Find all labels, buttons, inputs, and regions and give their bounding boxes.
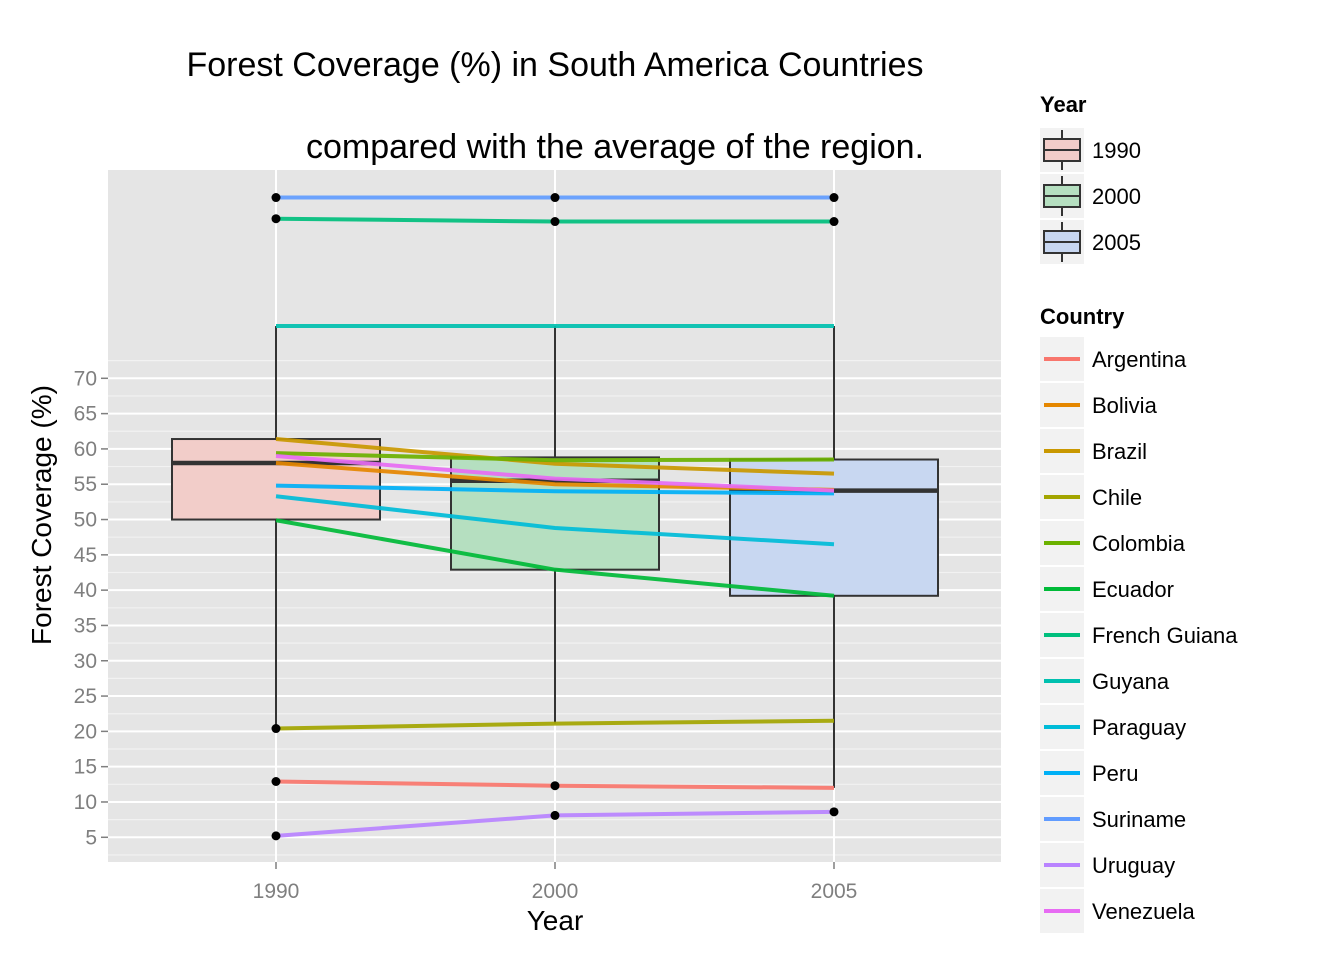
x-axis-ticks: 1990 2000 2005 [253, 862, 858, 903]
legend-country-label: Peru [1092, 761, 1138, 786]
y-tick-label: 45 [74, 544, 97, 567]
outlier-point [550, 193, 560, 203]
country-lines [275, 195, 835, 838]
legend-country: Country Argentina Bolivia Brazil Chile Colom… [1040, 304, 1238, 933]
y-tick-label: 10 [74, 791, 97, 814]
legend-country-item: Paraguay [1040, 705, 1186, 749]
line-venezuela [275, 453, 835, 493]
chart-title-line-2: compared with the average of the region. [306, 128, 924, 166]
outlier-point [550, 810, 560, 820]
boxplots [171, 326, 939, 788]
legend-country-label: Guyana [1092, 669, 1170, 694]
legend-country-label: Colombia [1092, 531, 1186, 556]
box-1990 [171, 438, 381, 521]
chart-title-line-1: Forest Coverage (%) in South America Cou… [187, 46, 924, 84]
y-tick-label: 60 [74, 438, 97, 461]
y-tick-label: 35 [74, 614, 97, 637]
legend-country-item: Bolivia [1040, 383, 1158, 427]
legend-country-item: Guyana [1040, 659, 1170, 703]
x-axis-title: Year [527, 905, 584, 936]
x-tick-label: 1990 [253, 880, 300, 903]
line-brazil [275, 437, 835, 476]
outlier-point [550, 781, 560, 791]
legend-year-item: 2000 [1040, 174, 1141, 218]
line-ecuador [275, 518, 835, 598]
legend-country-item: Suriname [1040, 797, 1186, 841]
legend-country-label: Argentina [1092, 347, 1187, 372]
y-tick-label: 40 [74, 579, 97, 602]
y-tick-label: 20 [74, 720, 97, 743]
legend-year-label: 1990 [1092, 138, 1141, 163]
y-tick-label: 15 [74, 756, 97, 779]
outlier-point [271, 214, 281, 224]
legend-country-label: French Guiana [1092, 623, 1238, 648]
outlier-point [829, 807, 839, 817]
box-2005 [729, 458, 939, 597]
outlier-point [829, 193, 839, 203]
legend-country-item: Uruguay [1040, 843, 1175, 887]
y-tick-label: 70 [74, 367, 97, 390]
y-axis-title: Forest Coverage (%) [26, 385, 57, 645]
outlier-points [271, 193, 839, 841]
x-tick-label: 2005 [811, 880, 858, 903]
legend-country-item: Colombia [1040, 521, 1186, 565]
outlier-point [829, 217, 839, 227]
legend-year-item: 1990 [1040, 128, 1141, 172]
y-tick-label: 50 [74, 509, 97, 532]
legend-country-label: Paraguay [1092, 715, 1186, 740]
x-tick-label: 2000 [532, 880, 579, 903]
y-tick-label: 5 [85, 826, 97, 849]
legend-country-title: Country [1040, 304, 1125, 329]
outlier-point [271, 831, 281, 841]
legend-country-label: Bolivia [1092, 393, 1158, 418]
legend-country-item: French Guiana [1040, 613, 1238, 657]
legend-year-title: Year [1040, 92, 1087, 117]
line-chile [275, 718, 835, 731]
legend-country-item: Argentina [1040, 337, 1187, 381]
y-tick-label: 65 [74, 403, 97, 426]
outlier-point [271, 777, 281, 787]
box-2000 [450, 456, 660, 571]
y-tick-label: 30 [74, 650, 97, 673]
line-colombia [275, 451, 835, 463]
legend-country-item: Peru [1040, 751, 1138, 795]
outlier-point [271, 193, 281, 203]
legend-country-label: Brazil [1092, 439, 1147, 464]
line-paraguay [275, 494, 835, 547]
y-tick-label: 25 [74, 685, 97, 708]
line-peru [275, 483, 835, 496]
legend-country-label: Chile [1092, 485, 1142, 510]
legend-country-label: Uruguay [1092, 853, 1175, 878]
legend-country-item: Chile [1040, 475, 1142, 519]
y-tick-label: 55 [74, 473, 97, 496]
y-axis-ticks: 5 10 15 20 25 30 35 40 45 50 55 60 65 70 [74, 367, 108, 849]
legend-year: Year 1990 2000 2005 [1040, 92, 1141, 264]
legend-country-label: Venezuela [1092, 899, 1196, 924]
legend-country-item: Venezuela [1040, 889, 1196, 933]
outlier-point [550, 217, 560, 227]
outlier-point [271, 724, 281, 734]
legend-country-item: Ecuador [1040, 567, 1174, 611]
legend-country-label: Suriname [1092, 807, 1186, 832]
legend-year-label: 2000 [1092, 184, 1141, 209]
legend-year-item: 2005 [1040, 220, 1141, 264]
legend-country-label: Ecuador [1092, 577, 1174, 602]
legend-year-label: 2005 [1092, 230, 1141, 255]
legend-country-item: Brazil [1040, 429, 1147, 473]
